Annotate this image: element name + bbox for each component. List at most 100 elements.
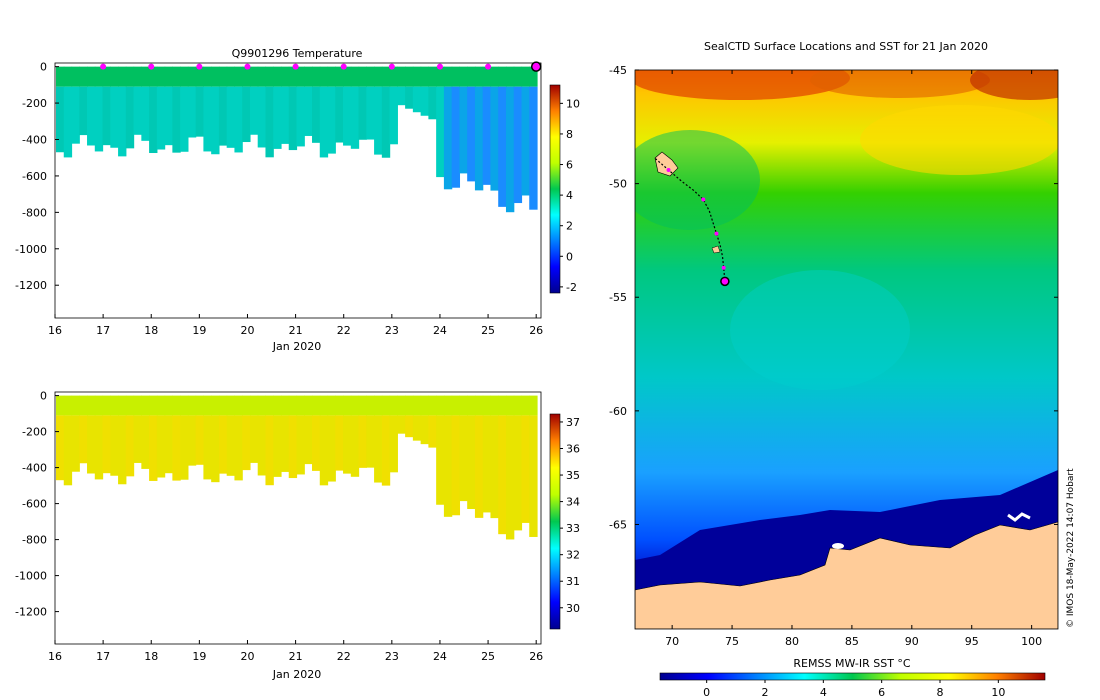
salinity-cell-deep xyxy=(350,415,360,477)
salinity-cell-deep xyxy=(71,415,80,472)
salinity-cell-surface xyxy=(350,395,360,416)
temperature-cell-deep xyxy=(288,86,298,151)
salinity-cell-deep xyxy=(474,415,484,518)
temperature-cell-deep xyxy=(389,86,398,145)
temperature-cell-surface xyxy=(156,66,166,87)
temperature-cell-surface xyxy=(358,66,367,87)
salinity-profile-cells xyxy=(56,395,538,540)
temperature-cell-surface xyxy=(474,66,484,87)
salinity-cell-deep xyxy=(436,415,445,505)
salinity-cell-deep xyxy=(125,415,135,477)
temperature-cell-deep xyxy=(63,86,73,158)
temperature-cell-deep xyxy=(187,86,197,138)
temperature-cell-surface xyxy=(381,66,391,87)
y-tick-label: -400 xyxy=(22,462,47,475)
salinity-cell-surface xyxy=(374,395,383,416)
yellow-tongue xyxy=(860,105,1058,175)
salinity-y-ticks: 0 -200 -400 -600 -800 -1000 -1200 xyxy=(15,390,59,619)
sst-colorbar-tick-label: 0 xyxy=(703,686,710,699)
y-tick-label: 0 xyxy=(40,61,47,74)
x-tick-label: 26 xyxy=(529,650,543,663)
salinity-cell-deep xyxy=(451,415,461,516)
salinity-cell-surface xyxy=(428,395,437,416)
salinity-cell-deep xyxy=(521,415,530,523)
temperature-cell-surface xyxy=(529,66,538,87)
temperature-cell-deep xyxy=(490,86,499,191)
imos-credit: © IMOS 18-May-2022 14:07 Hobart xyxy=(1066,468,1076,628)
temperature-cell-surface xyxy=(428,66,437,87)
salinity-colorbar xyxy=(549,413,561,630)
surfacing-marker xyxy=(485,63,492,70)
x-tick-label: 24 xyxy=(433,324,447,337)
x-tick-label: 22 xyxy=(337,324,351,337)
temperature-cell-deep xyxy=(149,86,158,154)
temperature-cell-deep xyxy=(257,86,267,148)
salinity-cell-surface xyxy=(125,395,135,416)
sst-map-plot: SealCTD Surface Locations and SST for 21… xyxy=(609,40,1076,699)
surfacing-marker xyxy=(436,63,443,70)
temperature-cell-surface xyxy=(71,66,80,87)
y-tick-label: -400 xyxy=(22,134,47,147)
temperature-cell-deep xyxy=(529,86,538,210)
temperature-cell-deep xyxy=(218,86,228,146)
temperature-cell-deep xyxy=(459,86,468,174)
seal-track xyxy=(654,158,730,287)
temperature-colorbar-ticks: -2 0 2 4 6 8 10 xyxy=(560,97,580,294)
temperature-cell-surface xyxy=(343,66,352,87)
salinity-cell-deep xyxy=(280,415,290,472)
x-tick-label: 16 xyxy=(48,650,62,663)
map-longitude-ticks: 70 75 80 85 90 95 100 xyxy=(665,70,1042,648)
temperature-cell-deep xyxy=(110,86,119,148)
temperature-cell-deep xyxy=(327,86,336,154)
temperature-cell-deep xyxy=(195,86,205,137)
surfacing-marker xyxy=(244,63,251,70)
temperature-cell-deep xyxy=(505,86,515,213)
salinity-cell-deep xyxy=(226,415,236,476)
temperature-cell-deep xyxy=(102,86,111,146)
temperature-cell-surface xyxy=(513,66,523,87)
salinity-cell-deep xyxy=(420,415,429,445)
salinity-cell-surface xyxy=(94,395,104,416)
salinity-cell-surface xyxy=(482,395,492,416)
temperature-cell-surface xyxy=(56,66,65,87)
salinity-cell-surface xyxy=(474,395,484,416)
temperature-cell-surface xyxy=(125,66,135,87)
latitude-tick-label: -65 xyxy=(609,518,627,531)
temperature-cell-surface xyxy=(304,66,313,87)
salinity-cell-deep xyxy=(149,415,158,481)
salinity-cell-deep xyxy=(87,415,96,474)
seal-track-line xyxy=(654,158,726,282)
salinity-cell-surface xyxy=(133,395,142,416)
salinity-cell-surface xyxy=(498,395,507,416)
x-tick-label: 24 xyxy=(433,650,447,663)
salinity-cell-deep xyxy=(249,415,259,463)
sst-colorbar-tick-label: 2 xyxy=(762,686,769,699)
y-tick-label: -800 xyxy=(22,206,47,219)
temperature-cell-surface xyxy=(94,66,104,87)
colorbar-tick-label: 37 xyxy=(566,416,580,429)
salinity-cell-deep xyxy=(319,415,329,486)
temperature-cell-surface xyxy=(273,66,282,87)
surfacing-marker xyxy=(340,63,347,70)
salinity-cell-surface xyxy=(203,395,212,416)
x-tick-label: 20 xyxy=(240,324,254,337)
salinity-cell-surface xyxy=(304,395,313,416)
salinity-cell-surface xyxy=(257,395,267,416)
longitude-tick-label: 80 xyxy=(785,635,799,648)
ice-feature-small xyxy=(832,543,844,549)
sst-field xyxy=(635,70,1058,629)
temperature-cell-surface xyxy=(335,66,344,87)
temperature-cell-surface xyxy=(296,66,305,87)
temperature-cell-deep xyxy=(180,86,189,152)
track-point xyxy=(666,167,671,172)
salinity-cell-deep xyxy=(79,415,88,464)
salinity-cell-deep xyxy=(172,415,181,481)
temperature-cell-deep xyxy=(56,86,65,153)
salinity-cell-surface xyxy=(265,395,274,416)
colorbar-tick-label: 0 xyxy=(566,250,573,263)
longitude-tick-label: 75 xyxy=(725,635,739,648)
temperature-cell-deep xyxy=(265,86,274,158)
salinity-cell-deep xyxy=(529,415,538,537)
salinity-cell-deep xyxy=(490,415,499,519)
